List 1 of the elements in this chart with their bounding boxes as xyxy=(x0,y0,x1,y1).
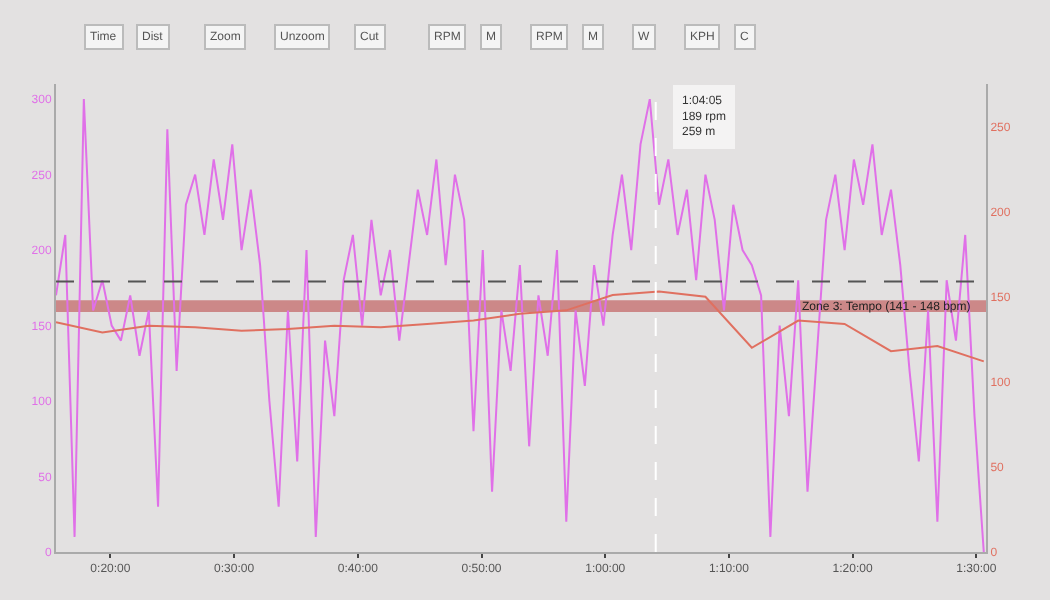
line-series xyxy=(56,290,985,363)
